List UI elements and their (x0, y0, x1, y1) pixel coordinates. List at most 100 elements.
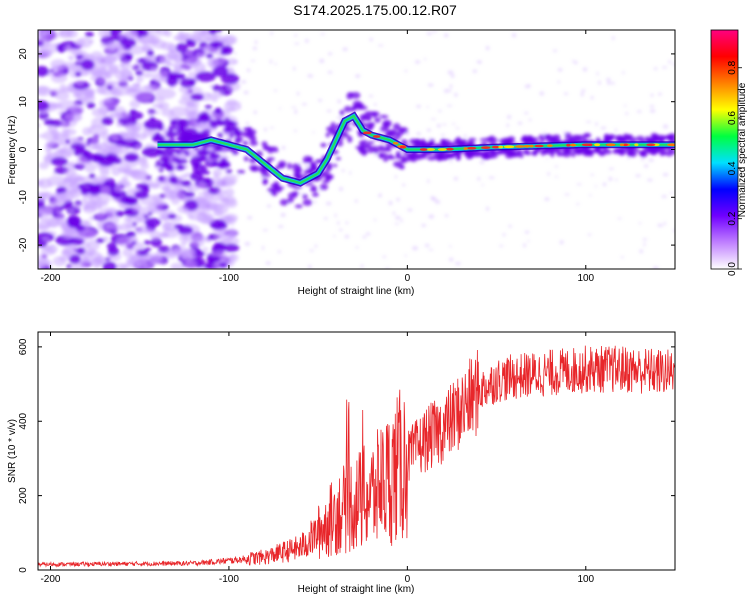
noise-blob (153, 96, 165, 103)
noise-blob (204, 104, 212, 110)
noise-blob (188, 71, 194, 75)
noise-blob (598, 80, 601, 85)
noise-blob (126, 235, 138, 243)
noise-blob (159, 58, 168, 63)
noise-blob (427, 83, 434, 87)
noise-blob (349, 170, 352, 175)
noise-blob (663, 221, 666, 226)
noise-blob (65, 112, 83, 123)
ridge-blob (198, 156, 207, 162)
noise-blob (293, 66, 296, 71)
noise-blob (590, 173, 595, 176)
noise-blob (207, 93, 212, 98)
noise-blob (197, 218, 204, 223)
noise-blob (431, 197, 438, 202)
ridge-blob (355, 102, 365, 108)
noise-blob (120, 131, 126, 135)
noise-blob (108, 144, 120, 151)
ridge-blob (210, 121, 218, 129)
noise-blob (582, 67, 588, 72)
noise-blob (103, 98, 113, 104)
noise-blob (196, 201, 200, 205)
noise-blob (95, 85, 107, 95)
noise-blob (121, 73, 126, 78)
noise-blob (169, 172, 176, 176)
x-tick-label: 0 (405, 273, 411, 284)
ridge-hotspot (514, 145, 525, 148)
ridge-blob (374, 117, 381, 123)
noise-blob (378, 44, 384, 47)
ridge-blob (287, 162, 292, 170)
noise-blob (596, 71, 599, 76)
noise-blob (247, 215, 253, 220)
noise-blob (143, 227, 153, 234)
noise-blob (169, 106, 189, 118)
noise-blob (437, 109, 442, 113)
ridge-blob (571, 134, 581, 139)
noise-blob (642, 238, 648, 241)
noise-blob (360, 264, 364, 269)
ridge-blob (252, 165, 261, 172)
ridge-blob (320, 142, 327, 148)
noise-blob (180, 241, 187, 246)
noise-blob (557, 68, 563, 72)
noise-blob (89, 186, 101, 196)
ridge-blob (185, 134, 190, 142)
noise-blob (427, 179, 430, 184)
noise-blob (392, 211, 396, 216)
ridge-blob (302, 199, 313, 206)
noise-blob (50, 129, 59, 137)
ridge-blob (268, 146, 278, 150)
ridge-blob (374, 148, 379, 154)
noise-blob (355, 75, 361, 78)
ridge-blob (261, 173, 272, 178)
colorbar-tick-label: 0.6 (727, 111, 738, 125)
spectrogram-y-ticks: -20 -10 0 10 20 (18, 48, 675, 252)
ridge-blob (180, 130, 188, 137)
snr-y-ticks: 0 200 400 600 (18, 338, 675, 573)
noise-blob (208, 255, 221, 263)
ridge-blob (527, 136, 535, 142)
ridge-blob (243, 156, 249, 162)
noise-blob (45, 216, 60, 228)
noise-blob (63, 128, 77, 136)
noise-blob (576, 183, 582, 186)
noise-blob (328, 52, 333, 56)
ridge-blob (295, 166, 302, 174)
noise-blob (426, 31, 433, 36)
ridge-blob (218, 120, 226, 124)
noise-blob (657, 92, 662, 96)
noise-blob (76, 54, 83, 60)
ridge-blob (210, 161, 219, 166)
ridge-blob (379, 152, 389, 159)
ridge-blob (175, 159, 183, 165)
noise-blob (184, 191, 195, 198)
noise-blob (508, 224, 512, 228)
noise-blob (672, 63, 675, 66)
y-tick-label: 0 (18, 146, 29, 152)
noise-blob (68, 208, 74, 213)
noise-blob (662, 172, 669, 177)
noise-blob (130, 64, 138, 69)
ridge-blob (343, 105, 352, 113)
ridge-hotspot (426, 148, 436, 151)
noise-blob (652, 266, 659, 269)
noise-blob (625, 112, 629, 115)
noise-blob (600, 126, 607, 130)
noise-blob (274, 62, 277, 66)
noise-blob (84, 205, 90, 209)
noise-blob (119, 60, 131, 70)
noise-blob (338, 186, 344, 192)
noise-blob (50, 72, 68, 84)
ridge-blob (292, 190, 299, 197)
noise-blob (223, 213, 238, 223)
noise-blob (265, 261, 271, 265)
noise-blob (42, 236, 52, 242)
noise-blob (238, 104, 242, 110)
noise-blob (68, 161, 76, 167)
noise-blob (227, 230, 238, 238)
noise-blob (56, 43, 67, 53)
noise-blob (334, 213, 337, 218)
noise-blob (444, 88, 449, 94)
